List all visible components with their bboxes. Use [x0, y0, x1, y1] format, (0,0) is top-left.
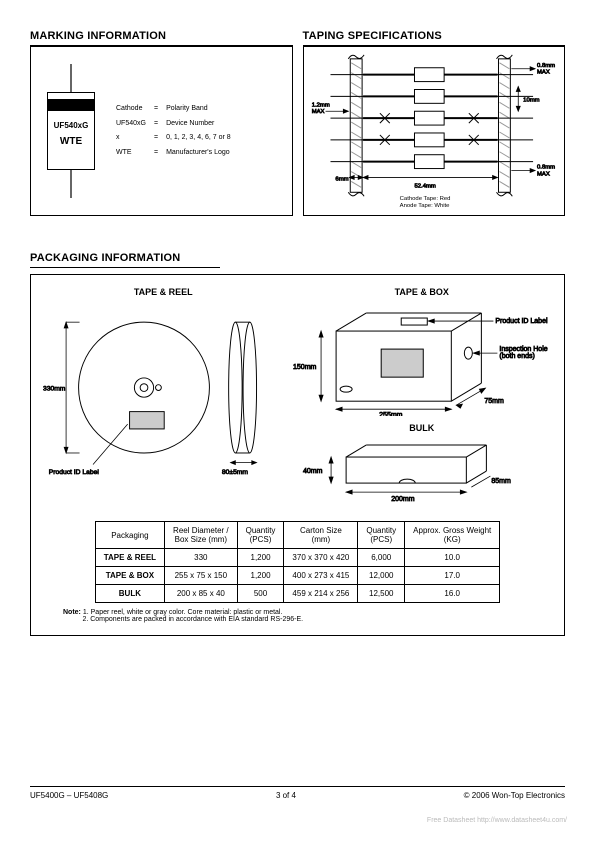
- svg-text:330mm: 330mm: [43, 385, 66, 392]
- svg-text:1.2mmMAX: 1.2mmMAX: [311, 102, 329, 115]
- taping-heading: TAPING SPECIFICATIONS: [303, 30, 566, 46]
- footer-center: 3 of 4: [276, 791, 296, 800]
- legend-left: WTE: [113, 147, 149, 160]
- svg-text:40mm: 40mm: [304, 468, 324, 475]
- diode-drawing: UF540xG WTE: [41, 64, 101, 198]
- table-cell: 370 x 370 x 420: [284, 549, 358, 567]
- svg-text:150mm: 150mm: [293, 364, 317, 371]
- legend-left: x: [113, 132, 149, 145]
- table-cell: 10.0: [405, 549, 500, 567]
- table-cell: 12,000: [358, 567, 405, 585]
- svg-text:75mm: 75mm: [485, 398, 505, 405]
- svg-text:52.4mm: 52.4mm: [414, 183, 435, 189]
- table-header: Packaging: [95, 522, 164, 549]
- table-row: TAPE & BOX255 x 75 x 1501,200400 x 273 x…: [95, 567, 500, 585]
- legend-right: Polarity Band: [163, 103, 234, 116]
- table-cell: 6,000: [358, 549, 405, 567]
- svg-text:255mm: 255mm: [380, 412, 404, 416]
- marking-diagram: UF540xG WTE Cathode=Polarity BandUF540xG…: [30, 46, 293, 216]
- taping-diagram: 0.8mmMAX 10mm 1.2mmMAX: [303, 46, 566, 216]
- table-cell: 16.0: [405, 585, 500, 603]
- svg-text:Cathode Tape: RedAnode Tape: W: Cathode Tape: RedAnode Tape: White: [399, 196, 450, 209]
- legend-right: 0, 1, 2, 3, 4, 6, 7 or 8: [163, 132, 234, 145]
- footer-left: UF5400G – UF5408G: [30, 791, 108, 800]
- svg-text:85mm: 85mm: [492, 478, 512, 485]
- box-subheading: TAPE & BOX: [291, 287, 552, 297]
- reel-subheading: TAPE & REEL: [43, 287, 283, 297]
- legend-left: UF540xG: [113, 118, 149, 131]
- table-cell: 12,500: [358, 585, 405, 603]
- packaging-heading: PACKAGING INFORMATION: [30, 252, 220, 268]
- svg-text:0.8mmMAX: 0.8mmMAX: [537, 165, 555, 178]
- page-footer: UF5400G – UF5408G 3 of 4 © 2006 Won-Top …: [30, 786, 565, 800]
- table-cell: 500: [237, 585, 284, 603]
- table-cell: TAPE & REEL: [95, 549, 164, 567]
- table-header: Reel Diameter /Box Size (mm): [165, 522, 238, 549]
- svg-text:0.8mmMAX: 0.8mmMAX: [537, 63, 555, 76]
- note-label: Note:: [63, 609, 81, 616]
- svg-text:Product ID Label: Product ID Label: [49, 469, 100, 476]
- table-header: Approx. Gross Weight(KG): [405, 522, 500, 549]
- table-header: Quantity(PCS): [237, 522, 284, 549]
- table-cell: 400 x 273 x 415: [284, 567, 358, 585]
- table-cell: 1,200: [237, 549, 284, 567]
- svg-text:Product ID Label: Product ID Label: [496, 318, 549, 325]
- table-cell: TAPE & BOX: [95, 567, 164, 585]
- svg-text:80±5mm: 80±5mm: [222, 469, 248, 476]
- table-row: TAPE & REEL3301,200370 x 370 x 4206,0001…: [95, 549, 500, 567]
- table-cell: BULK: [95, 585, 164, 603]
- part-label: UF540xG: [54, 121, 89, 130]
- marking-heading: MARKING INFORMATION: [30, 30, 293, 46]
- table-cell: 17.0: [405, 567, 500, 585]
- table-cell: 459 x 214 x 256: [284, 585, 358, 603]
- marking-legend: Cathode=Polarity BandUF540xG=Device Numb…: [111, 101, 236, 161]
- table-cell: 1,200: [237, 567, 284, 585]
- bulk-subheading: BULK: [291, 423, 552, 433]
- note-block: Note: 1. Paper reel, white or gray color…: [63, 609, 552, 623]
- watermark: Free Datasheet http://www.datasheet4u.co…: [427, 817, 567, 824]
- table-cell: 255 x 75 x 150: [165, 567, 238, 585]
- table-header: Quantity(PCS): [358, 522, 405, 549]
- svg-text:10mm: 10mm: [523, 97, 539, 103]
- svg-text:Inspection Hole(both ends): Inspection Hole(both ends): [500, 346, 548, 360]
- table-cell: 200 x 85 x 40: [165, 585, 238, 603]
- table-row: BULK200 x 85 x 40500459 x 214 x 25612,50…: [95, 585, 500, 603]
- legend-left: Cathode: [113, 103, 149, 116]
- legend-right: Manufacturer's Logo: [163, 147, 234, 160]
- packaging-diagram-box: TAPE & REEL: [30, 274, 565, 636]
- table-cell: 330: [165, 549, 238, 567]
- footer-right: © 2006 Won-Top Electronics: [464, 791, 565, 800]
- logo-label: WTE: [60, 136, 82, 147]
- svg-text:200mm: 200mm: [392, 496, 416, 502]
- svg-text:6mm: 6mm: [335, 176, 348, 182]
- legend-right: Device Number: [163, 118, 234, 131]
- packaging-table: PackagingReel Diameter /Box Size (mm)Qua…: [95, 521, 501, 603]
- table-header: Carton Size(mm): [284, 522, 358, 549]
